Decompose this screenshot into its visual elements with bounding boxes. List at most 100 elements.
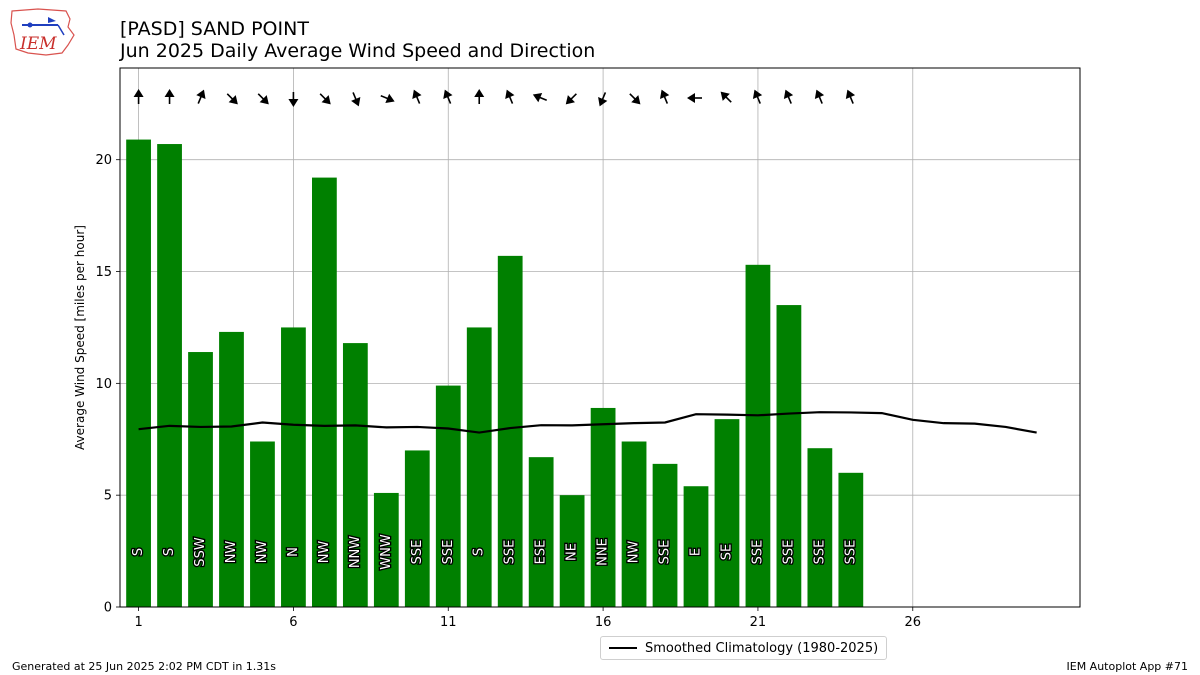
wind-arrow-head xyxy=(321,95,331,105)
wind-arrow-head xyxy=(443,89,453,99)
wind-arrow xyxy=(443,89,453,104)
wind-arrow-shaft xyxy=(849,95,854,104)
generated-footer: Generated at 25 Jun 2025 2:02 PM CDT in … xyxy=(12,660,277,673)
x-tick-label: 21 xyxy=(750,615,767,630)
wind-arrow-head xyxy=(532,92,543,103)
bar xyxy=(559,495,585,607)
wind-arrow xyxy=(164,89,175,104)
bar xyxy=(466,327,492,607)
wind-arrow-head xyxy=(598,97,608,107)
wind-arrow xyxy=(660,89,670,104)
climatology-layer xyxy=(138,411,1037,434)
bar xyxy=(404,450,430,607)
wind-arrow-head xyxy=(783,89,794,99)
direction-label: NE xyxy=(565,543,580,561)
bar xyxy=(528,457,554,607)
wind-arrow xyxy=(783,89,794,104)
wind-arrow-shaft xyxy=(787,95,792,104)
direction-label: SSE xyxy=(750,540,765,565)
y-axis-label: Average Wind Speed [miles per hour] xyxy=(73,225,87,450)
direction-label: SSE xyxy=(410,540,425,565)
wind-arrow-shaft xyxy=(257,93,265,100)
wind-arrows-layer xyxy=(133,89,856,107)
wind-arrow-shaft xyxy=(724,96,732,103)
bars-layer xyxy=(126,139,864,607)
wind-arrow xyxy=(257,93,269,105)
wind-arrow-head xyxy=(660,89,670,99)
wind-arrow-shaft xyxy=(352,92,357,101)
bar xyxy=(188,352,213,607)
wind-arrow-shaft xyxy=(539,96,548,102)
bar xyxy=(745,264,771,607)
wind-arrow-head xyxy=(259,95,269,105)
legend: Smoothed Climatology (1980-2025) xyxy=(600,636,888,660)
wind-arrow-shaft xyxy=(197,95,203,104)
wind-arrow xyxy=(319,93,331,105)
wind-arrow xyxy=(380,93,395,104)
direction-label: N xyxy=(286,547,301,557)
wind-arrow-shaft xyxy=(629,93,637,100)
wind-arrow-head xyxy=(351,97,361,107)
wind-arrow-shaft xyxy=(818,95,823,104)
direction-label: ESE xyxy=(534,540,549,565)
wind-arrow-head xyxy=(228,95,238,105)
y-tick-label: 0 xyxy=(104,601,112,616)
wind-arrow-shaft xyxy=(663,95,669,104)
bar xyxy=(838,472,864,607)
wind-arrow xyxy=(720,91,732,103)
bar xyxy=(373,492,399,607)
wind-arrow-shaft xyxy=(446,95,452,104)
wind-arrow xyxy=(814,89,825,104)
wind-arrow-shaft xyxy=(508,95,514,104)
bar xyxy=(497,255,523,607)
wind-arrow-head xyxy=(565,95,575,105)
bar xyxy=(652,463,678,607)
wind-arrow-head xyxy=(474,89,485,97)
wind-arrow xyxy=(752,89,763,104)
direction-label: SSE xyxy=(441,540,456,565)
wind-arrow-head xyxy=(385,93,395,104)
title-line1: [PASD] SAND POINT xyxy=(120,18,309,40)
iem-logo: IEM xyxy=(10,8,75,56)
bar xyxy=(219,331,244,607)
wind-arrow-head xyxy=(412,89,422,99)
wind-arrow-head xyxy=(505,89,515,99)
bar xyxy=(312,177,337,607)
direction-label: NNE xyxy=(596,538,611,566)
wind-arrow-shaft xyxy=(756,95,761,104)
bar xyxy=(250,441,275,607)
x-tick-label: 26 xyxy=(905,615,922,630)
chart-title: [PASD] SAND POINT Jun 2025 Daily Average… xyxy=(120,18,595,62)
wind-arrow-head xyxy=(752,89,763,99)
wind-arrow-head xyxy=(687,93,695,103)
legend-swatch-climatology xyxy=(609,647,637,649)
direction-label: S xyxy=(162,548,177,556)
wind-arrow-shaft xyxy=(319,93,327,100)
wind-arrow-head xyxy=(845,89,856,99)
wind-arrow xyxy=(226,93,238,105)
wind-arrow-shaft xyxy=(570,93,577,100)
wind-arrow xyxy=(687,93,702,103)
wind-arrow xyxy=(196,89,206,104)
bar xyxy=(126,139,151,607)
app-footer: IEM Autoplot App #71 xyxy=(1066,660,1189,673)
wind-arrow xyxy=(565,93,577,105)
wind-arrow-head xyxy=(288,99,299,107)
direction-label: SE xyxy=(719,544,734,560)
y-tick-label: 20 xyxy=(95,153,112,168)
wind-arrow-head xyxy=(814,89,825,99)
direction-label: SSE xyxy=(503,540,518,565)
direction-label: SSE xyxy=(843,540,858,565)
climatology-line xyxy=(138,411,1037,434)
wind-arrow-shaft xyxy=(226,93,234,100)
direction-label: S xyxy=(131,548,146,556)
wind-arrow xyxy=(845,89,856,104)
direction-label: E xyxy=(689,548,704,556)
wind-arrow-shaft xyxy=(380,94,389,100)
x-tick-label: 11 xyxy=(440,615,457,630)
plot-frame xyxy=(119,67,1081,608)
wind-arrow xyxy=(629,93,641,105)
direction-label: SSE xyxy=(658,540,673,565)
y-tick-label: 15 xyxy=(95,265,112,280)
